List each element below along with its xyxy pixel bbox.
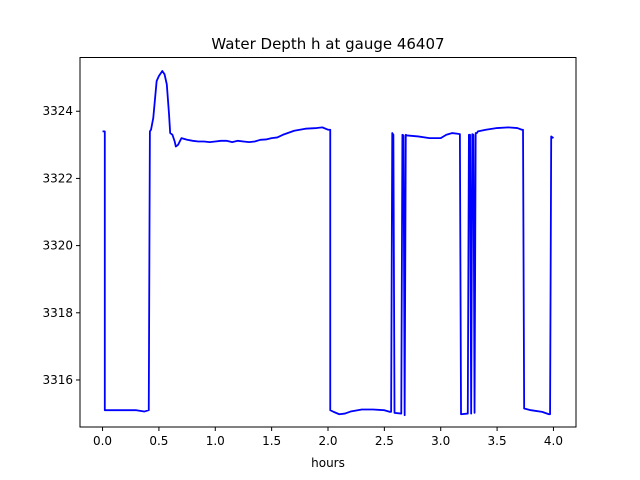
y-tick-label: 3322 xyxy=(42,171,73,185)
plot-frame xyxy=(79,57,577,428)
y-tick-label: 3324 xyxy=(42,104,73,118)
y-tick-label: 3316 xyxy=(42,373,73,387)
x-axis-label: hours xyxy=(311,456,345,470)
x-tick-label: 0.0 xyxy=(93,434,112,448)
x-tick-label: 0.5 xyxy=(149,434,168,448)
x-tick-label: 3.5 xyxy=(488,434,507,448)
chart-title: Water Depth h at gauge 46407 xyxy=(211,35,444,53)
x-tick-label: 4.0 xyxy=(544,434,563,448)
y-tick-label: 3320 xyxy=(42,239,73,253)
y-tick-label: 3318 xyxy=(42,306,73,320)
plot-area xyxy=(102,70,554,417)
series-line-0 xyxy=(102,70,554,417)
x-tick-label: 2.0 xyxy=(318,434,337,448)
x-tick-label: 3.0 xyxy=(431,434,450,448)
x-tick-label: 2.5 xyxy=(375,434,394,448)
x-tick-label: 1.0 xyxy=(206,434,225,448)
x-axis-ticks: 0.0 0.5 1.0 1.5 2.0 2.5 3.0 3.5 4.0 xyxy=(93,427,563,448)
y-axis-ticks: 3316 3318 3320 3322 3324 xyxy=(42,104,80,387)
x-tick-label: 1.5 xyxy=(262,434,281,448)
